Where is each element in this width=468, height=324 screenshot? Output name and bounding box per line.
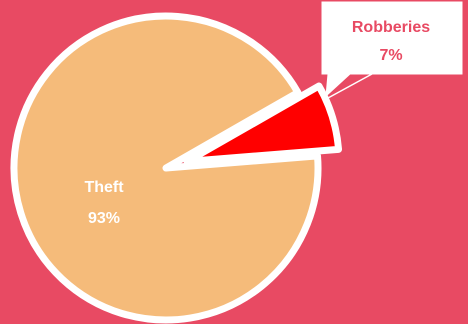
slice-label-theft-value: 93%	[88, 210, 120, 227]
slice-label-robberies-value: 7%	[379, 47, 402, 64]
pie-slices	[10, 12, 343, 324]
slice-robberies	[183, 82, 343, 165]
callout-box-robberies	[321, 1, 463, 98]
slice-theft	[10, 12, 322, 324]
callout-leader-line	[327, 73, 373, 99]
slice-label-robberies-name: Robberies	[352, 19, 430, 36]
slice-label-theft-name: Theft	[84, 179, 124, 196]
